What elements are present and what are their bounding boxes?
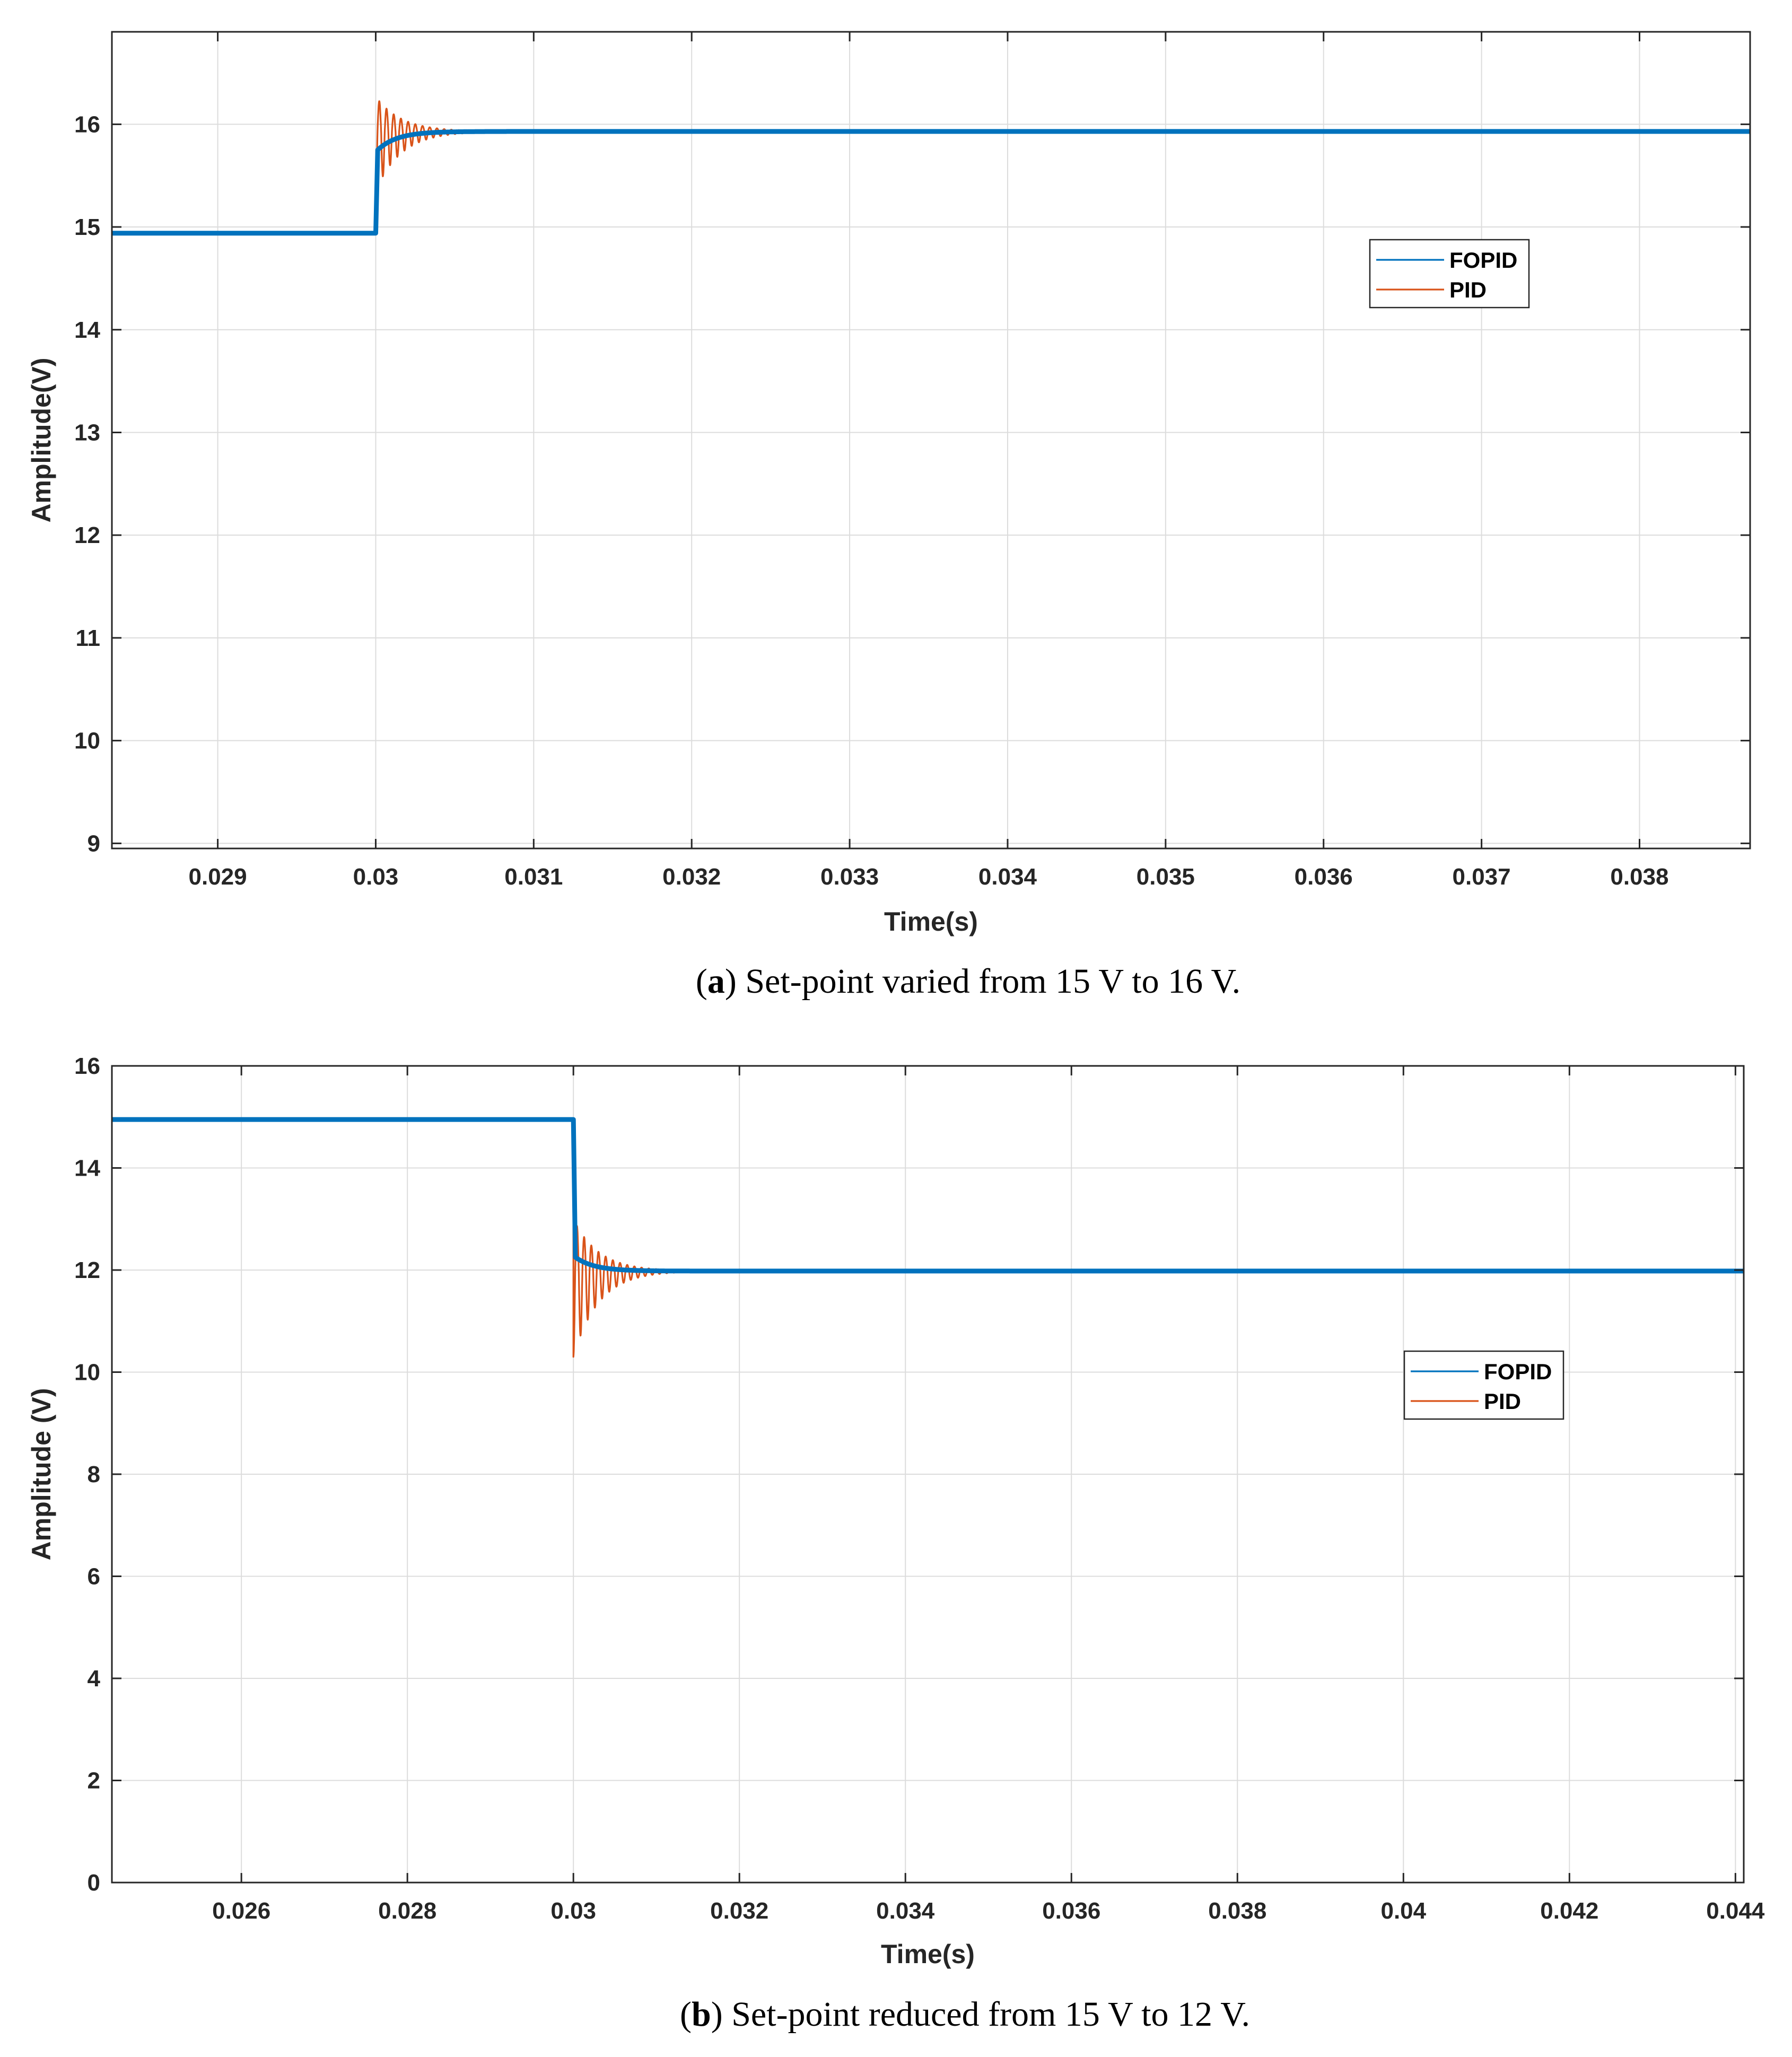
legend-label-fopid: FOPID bbox=[1449, 248, 1517, 273]
y-tick-label: 6 bbox=[88, 1564, 100, 1590]
x-tick-label: 0.037 bbox=[1453, 864, 1511, 890]
y-axis-label-b: Amplitude (V) bbox=[27, 1388, 56, 1561]
caption-a-text: ) Set-point varied from 15 V to 16 V. bbox=[725, 962, 1240, 1001]
panel-b: 0.026 0.028 0.03 0.032 0.034 0.036 0.038 0.04 0.… bbox=[27, 1053, 1765, 2034]
caption-b-text: ) Set-point reduced from 15 V to 12 V. bbox=[711, 1995, 1250, 2034]
legend-a: FOPID PID bbox=[1369, 239, 1530, 309]
series-lines-a bbox=[112, 100, 1750, 236]
x-tick-label: 0.034 bbox=[876, 1898, 935, 1924]
series-line-fopid bbox=[112, 1117, 1744, 1274]
legend-box bbox=[1369, 239, 1530, 309]
series-line-fopid bbox=[112, 129, 1750, 236]
x-tick-label: 0.031 bbox=[504, 864, 563, 890]
x-tick-label: 0.044 bbox=[1706, 1898, 1765, 1924]
y-tick-label: 15 bbox=[74, 214, 100, 240]
caption-a-letter: a bbox=[707, 962, 725, 1001]
y-tick-label: 4 bbox=[88, 1666, 101, 1692]
x-tick-label: 0.033 bbox=[820, 864, 879, 890]
x-tick-label: 0.036 bbox=[1042, 1898, 1100, 1924]
legend-box bbox=[1403, 1350, 1564, 1420]
x-tick-label: 0.035 bbox=[1137, 864, 1195, 890]
tick-labels-a: 0.029 0.03 0.031 0.032 0.033 0.034 0.035 0.036 0… bbox=[74, 32, 1750, 890]
x-tick-label: 0.028 bbox=[378, 1898, 436, 1924]
caption-b-letter: b bbox=[692, 1995, 711, 2034]
x-tick-label: 0.032 bbox=[662, 864, 721, 890]
y-tick-label: 12 bbox=[74, 522, 100, 548]
series-lines-b bbox=[112, 1117, 1744, 1358]
caption-b-open: ( bbox=[680, 1995, 692, 2034]
y-tick-label: 14 bbox=[74, 1156, 100, 1181]
legend-label-fopid: FOPID bbox=[1484, 1359, 1552, 1384]
y-tick-label: 10 bbox=[74, 728, 100, 754]
x-tick-label: 0.038 bbox=[1208, 1898, 1266, 1924]
y-tick-label: 12 bbox=[74, 1257, 100, 1283]
x-tick-label: 0.03 bbox=[353, 864, 399, 890]
x-tick-label: 0.03 bbox=[550, 1898, 596, 1924]
y-tick-label: 8 bbox=[88, 1461, 100, 1487]
grid-b bbox=[112, 1065, 1744, 1883]
grid-a bbox=[112, 32, 1750, 848]
tick-labels-b: 0.026 0.028 0.03 0.032 0.034 0.036 0.038 0.04 0.… bbox=[74, 1053, 1765, 1924]
x-tick-label: 0.036 bbox=[1295, 864, 1353, 890]
x-tick-label: 0.032 bbox=[710, 1898, 768, 1924]
legend-label-pid: PID bbox=[1449, 277, 1487, 302]
legend-label-pid: PID bbox=[1484, 1389, 1521, 1414]
y-tick-label: 14 bbox=[74, 317, 100, 343]
caption-a: (a) Set-point varied from 15 V to 16 V. bbox=[696, 962, 1240, 1001]
x-axis-label-a: Time(s) bbox=[884, 907, 978, 936]
x-tick-label: 0.04 bbox=[1380, 1898, 1426, 1924]
legend-b: FOPID PID bbox=[1403, 1350, 1564, 1420]
x-tick-label: 0.029 bbox=[189, 864, 247, 890]
caption-b: (b) Set-point reduced from 15 V to 12 V. bbox=[680, 1995, 1250, 2034]
x-axis-label-b: Time(s) bbox=[881, 1939, 975, 1969]
y-tick-label: 16 bbox=[74, 111, 100, 137]
plot-frame-a bbox=[111, 31, 1751, 850]
y-tick-label: 13 bbox=[74, 419, 100, 445]
plot-area bbox=[112, 32, 1750, 848]
y-tick-label: 11 bbox=[75, 625, 100, 651]
y-tick-label: 10 bbox=[74, 1360, 100, 1386]
caption-a-open: ( bbox=[696, 962, 707, 1001]
y-tick-label: 2 bbox=[88, 1768, 100, 1794]
panel-a: 0.029 0.03 0.031 0.032 0.033 0.034 0.035 0.036 0… bbox=[27, 31, 1751, 1001]
x-tick-label: 0.026 bbox=[212, 1898, 270, 1924]
y-tick-label: 0 bbox=[88, 1870, 100, 1896]
y-axis-label-a: Amplitude(V) bbox=[27, 357, 56, 522]
x-tick-label: 0.042 bbox=[1540, 1898, 1598, 1924]
x-tick-label: 0.034 bbox=[978, 864, 1037, 890]
y-tick-label: 16 bbox=[74, 1053, 100, 1079]
y-tick-label: 9 bbox=[88, 830, 100, 856]
x-tick-label: 0.038 bbox=[1610, 864, 1668, 890]
